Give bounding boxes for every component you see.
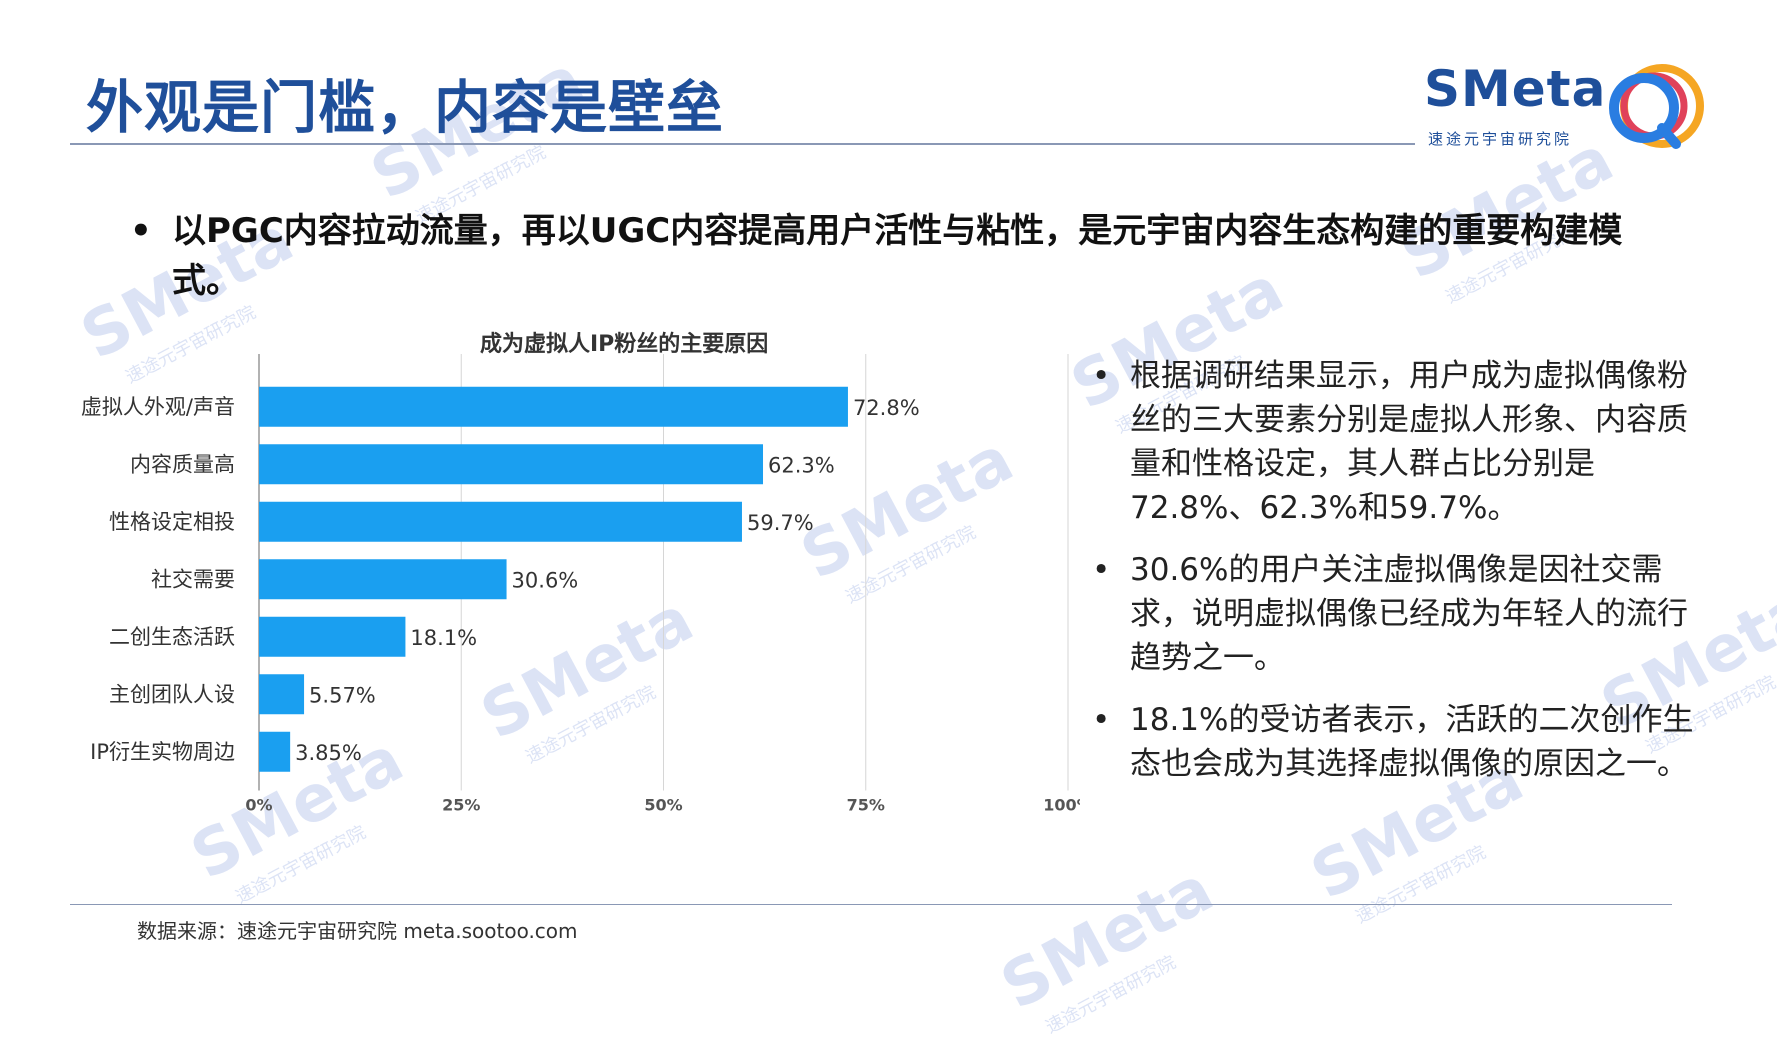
- logo-subtext: 速途元宇宙研究院: [1428, 130, 1573, 148]
- bar: [259, 731, 291, 772]
- x-tick-label: 25%: [442, 796, 480, 815]
- chart-title: 成为虚拟人IP粉丝的主要原因: [480, 332, 769, 357]
- data-label: 62.3%: [768, 453, 835, 477]
- finding-item: • 30.6%的用户关注虚拟偶像是因社交需求，说明虚拟偶像已经成为年轻人的流行趋…: [1092, 548, 1702, 680]
- chart-svg: 0% 25% 50% 75% 100% 虚拟人外观/声音 72.8% 内容质量高 62.3% 性格…: [81, 354, 1093, 815]
- watermark-text: SMeta: [989, 852, 1225, 1025]
- bullet-dot: •: [1092, 702, 1111, 738]
- smeta-logo: SMeta 速途元宇宙研究院: [1424, 58, 1734, 158]
- bar: [259, 444, 764, 485]
- watermark-subtext: 速途元宇宙研究院: [1042, 951, 1180, 1039]
- category-label: 社交需要: [151, 567, 235, 591]
- bar: [259, 674, 305, 715]
- main-bullet: • 以PGC内容拉动流量，再以UGC内容提高用户活性与粘性，是元宇宙内容生态构建…: [130, 206, 1670, 306]
- category-label: 内容质量高: [130, 452, 235, 476]
- bar: [259, 616, 406, 657]
- page-title: 外观是门槛，内容是壁垒: [86, 75, 724, 141]
- logo-handle: [1657, 123, 1681, 149]
- bullet-dot: •: [1092, 552, 1111, 588]
- source-note: 数据来源：速途元宇宙研究院 meta.sootoo.com: [137, 919, 578, 943]
- bar: [259, 559, 507, 600]
- main-bullet-text: 以PGC内容拉动流量，再以UGC内容提高用户活性与粘性，是元宇宙内容生态构建的重…: [172, 211, 1623, 301]
- bullet-dot: •: [130, 211, 152, 251]
- title-divider: [70, 143, 1415, 145]
- finding-item: • 18.1%的受访者表示，活跃的二次创作生态也会成为其选择虚拟偶像的原因之一。: [1092, 698, 1702, 786]
- findings-list: • 根据调研结果显示，用户成为虚拟偶像粉丝的三大要素分别是虚拟人形象、内容质量和…: [1092, 354, 1702, 804]
- data-label: 18.1%: [410, 626, 477, 650]
- footer-divider: [70, 904, 1672, 905]
- category-label: 虚拟人外观/声音: [81, 395, 235, 419]
- data-label: 59.7%: [747, 511, 814, 535]
- bar: [259, 386, 848, 427]
- finding-text: 30.6%的用户关注虚拟偶像是因社交需求，说明虚拟偶像已经成为年轻人的流行趋势之…: [1130, 552, 1688, 676]
- logo-rings-icon: [1609, 64, 1704, 149]
- finding-item: • 根据调研结果显示，用户成为虚拟偶像粉丝的三大要素分别是虚拟人形象、内容质量和…: [1092, 354, 1702, 530]
- bar-chart: 成为虚拟人IP粉丝的主要原因 0% 25% 50% 75% 100% 虚拟人外观/声音 72…: [0, 318, 1093, 818]
- finding-text: 根据调研结果显示，用户成为虚拟偶像粉丝的三大要素分别是虚拟人形象、内容质量和性格…: [1130, 358, 1688, 526]
- category-label: 性格设定相投: [109, 510, 235, 534]
- data-label: 5.57%: [309, 683, 376, 707]
- bar: [259, 501, 742, 542]
- data-label: 3.85%: [295, 741, 362, 765]
- data-label: 72.8%: [853, 396, 920, 420]
- logo-text: SMeta: [1424, 60, 1607, 118]
- logo-ring-blue: [1609, 73, 1679, 143]
- x-tick-label: 75%: [847, 796, 885, 815]
- data-label: 30.6%: [512, 568, 579, 592]
- category-label: IP衍生实物周边: [90, 740, 235, 764]
- x-tick-label: 100%: [1043, 796, 1080, 815]
- finding-text: 18.1%的受访者表示，活跃的二次创作生态也会成为其选择虚拟偶像的原因之一。: [1130, 702, 1694, 782]
- watermark: SMeta 速途元宇宙研究院: [990, 853, 1237, 1047]
- bullet-dot: •: [1092, 358, 1111, 394]
- x-tick-label: 0%: [245, 796, 272, 815]
- category-label: 主创团队人设: [109, 682, 235, 706]
- x-tick-label: 50%: [644, 796, 682, 815]
- watermark-subtext: 速途元宇宙研究院: [1352, 841, 1490, 929]
- category-label: 二创生态活跃: [109, 625, 235, 649]
